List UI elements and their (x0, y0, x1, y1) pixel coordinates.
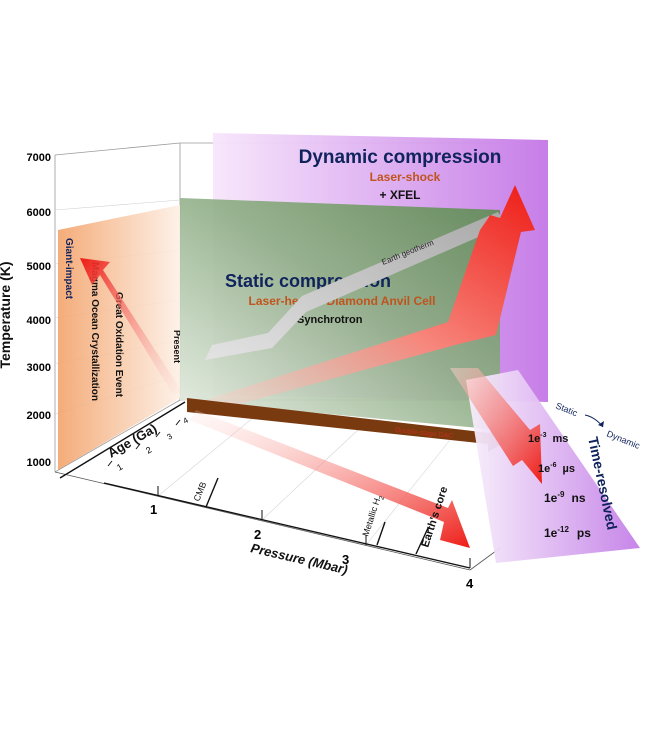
age-tick-3: 3 (166, 431, 175, 441)
temperature-tick-7000: 7000 (27, 152, 51, 164)
dynamic-method: Laser-shock (370, 170, 441, 184)
metallic-h2-marker (376, 521, 386, 546)
time-static-word: Static (554, 401, 579, 419)
temperature-tick-6000: 6000 (27, 207, 51, 219)
history-panel: Giant-impact Magma Ocean Crystallization… (58, 205, 182, 470)
time-scale-us: 1e-6 µs (538, 462, 575, 475)
giant-impact-arrow (80, 258, 183, 393)
pressure-tick-3: 3 (342, 552, 349, 567)
pressure-tick-1: 1 (150, 502, 157, 517)
arrowhead-icon (598, 421, 604, 427)
static-probe: + Synchrotron (288, 314, 363, 326)
earths-core-marker (415, 527, 429, 555)
cmb-label: CMB (192, 480, 209, 502)
temperature-tick-2000: 2000 (27, 410, 51, 422)
age-tick-4: 4 (182, 415, 191, 425)
svg-text:1e-3ms: 1e-3 ms (528, 432, 568, 445)
temperature-axis: Temperature (K) 7000 6000 5000 4000 3000… (0, 152, 51, 469)
temperature-axis-label: Temperature (K) (0, 261, 13, 368)
dynamic-probe: + XFEL (379, 188, 420, 202)
pressure-tick-4: 4 (466, 576, 474, 591)
dynamic-title: Dynamic compression (299, 147, 502, 168)
svg-text:1e-6µs: 1e-6 µs (538, 462, 575, 475)
history-event-giant-impact: Giant-impact (63, 238, 74, 300)
temperature-tick-1000: 1000 (27, 457, 51, 469)
cmb-marker (205, 477, 219, 508)
time-dynamic-word: Dynamic (605, 429, 642, 452)
history-event-present: Present (172, 330, 182, 363)
age-tick-2: 2 (144, 445, 153, 456)
age-tick-1: 1 (115, 462, 124, 473)
svg-text:1e-9ns: 1e-9 ns (544, 490, 586, 505)
main-red-arrow (190, 185, 535, 415)
time-resolved-arrow (450, 368, 542, 484)
pressure-axis-label: Pressure (Mbar) (249, 540, 349, 577)
time-scale-ms: 1e-3 ms (528, 432, 568, 445)
temperature-tick-3000: 3000 (27, 362, 51, 374)
temperature-tick-4000: 4000 (27, 315, 51, 327)
time-scale-ns: 1e-9 ns (544, 490, 586, 505)
history-event-magma-ocean: Magma Ocean Crystallization (89, 262, 100, 401)
temperature-tick-5000: 5000 (27, 261, 51, 273)
history-event-great-oxidation: Great Oxidation Event (113, 292, 124, 398)
time-resolved-panel: Static Dynamic Time-resolved 1e-3 ms 1e-6… (450, 368, 642, 563)
time-scale-ps: 1e-12 ps (544, 525, 591, 540)
pressure-tick-2: 2 (254, 527, 261, 542)
earths-core-arrow (190, 410, 470, 548)
